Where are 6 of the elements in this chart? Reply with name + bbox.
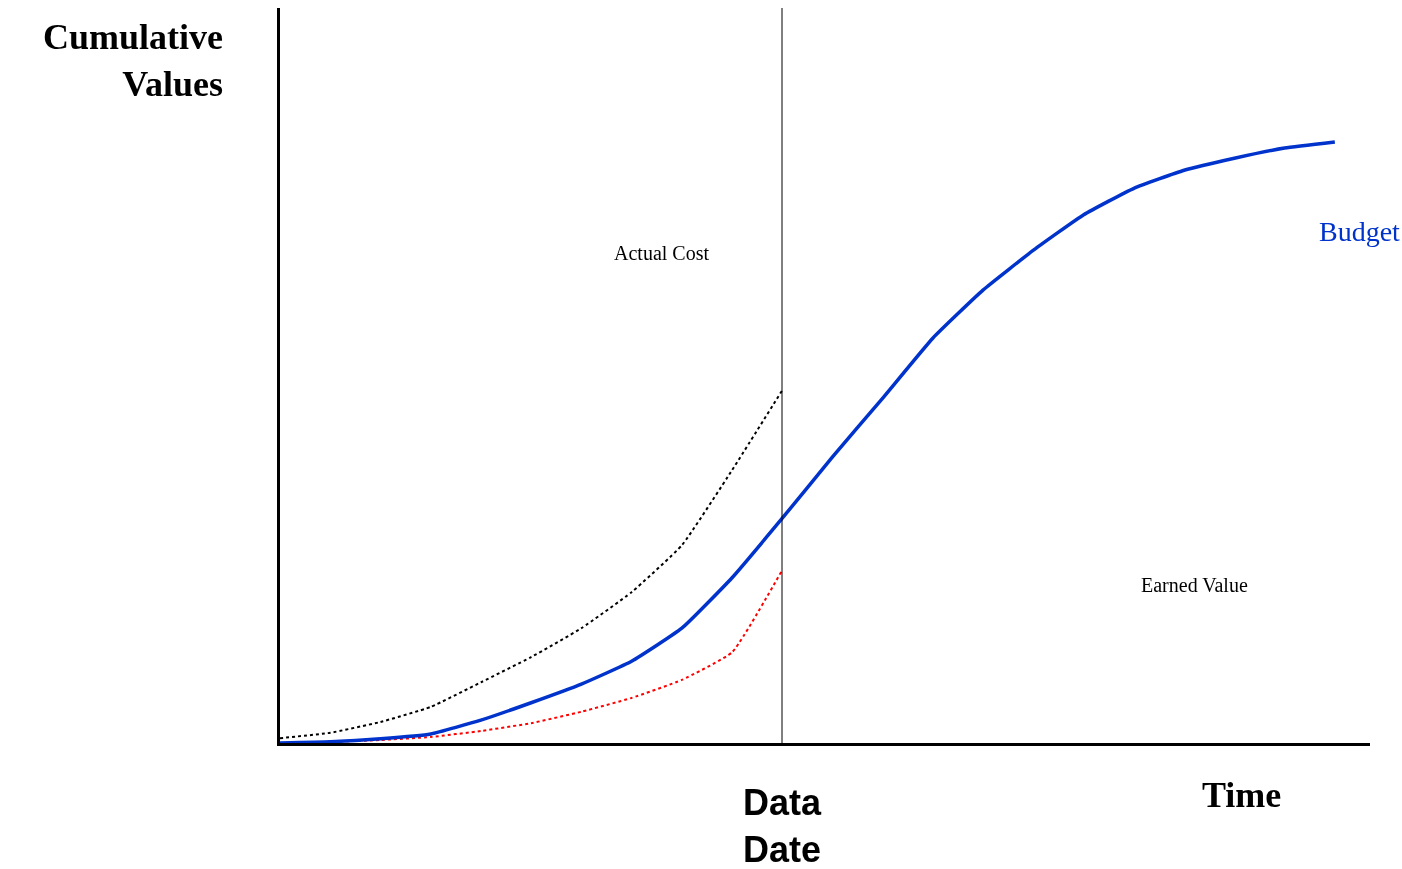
x-axis-title: Time: [1202, 775, 1282, 815]
annotation: Earned Value: [1141, 574, 1248, 596]
text: Data Date: [743, 782, 823, 869]
text: Budget: [1319, 216, 1401, 247]
y-axis-title: Cumulative Values: [43, 17, 224, 104]
text: Actual Cost: [614, 242, 710, 264]
